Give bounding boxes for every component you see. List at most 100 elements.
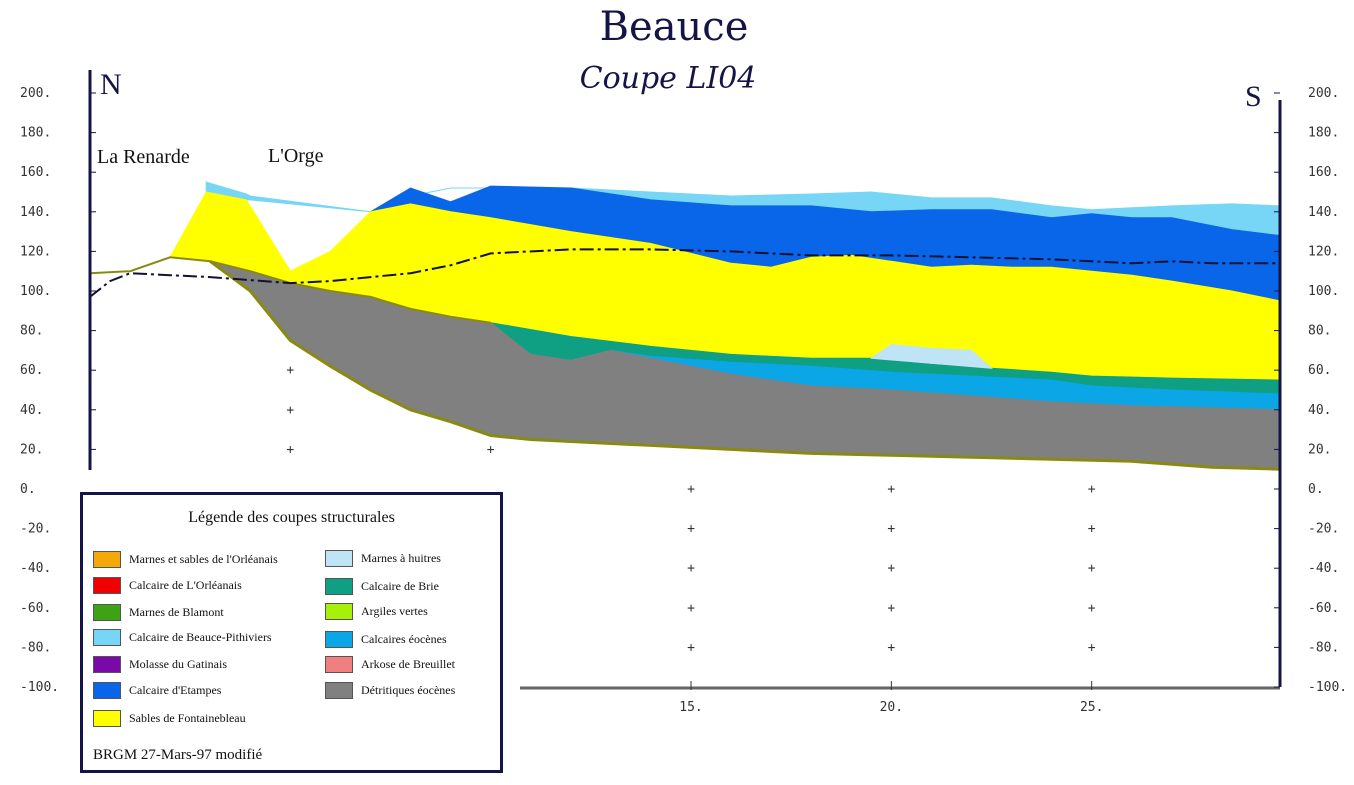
y-tick-label-right: 200. [1308, 86, 1339, 101]
legend-swatch [93, 576, 121, 594]
y-tick-label-right: -80. [1308, 640, 1339, 655]
legend-item: Molasse du Gatinais [93, 654, 227, 674]
grid-cross: + [286, 442, 294, 457]
legend-label: Calcaire de L'Orléanais [129, 577, 242, 592]
y-tick-label-left: 20. [20, 442, 43, 457]
grid-cross: + [487, 442, 495, 457]
legend: Légende des coupes structurales Marnes e… [80, 492, 503, 773]
y-tick-label-left: 120. [20, 244, 51, 259]
grid-cross: + [887, 640, 895, 655]
y-tick-label-right: 120. [1308, 244, 1339, 259]
legend-label: Argiles vertes [361, 603, 428, 618]
legend-label: Marnes à huitres [361, 550, 441, 565]
y-tick-label-right: 20. [1308, 442, 1331, 457]
legend-swatch [93, 628, 121, 646]
legend-label: Calcaires éocènes [361, 631, 447, 646]
grid-cross: + [687, 601, 695, 616]
grid-cross: + [687, 561, 695, 576]
y-tick-label-right: 100. [1308, 284, 1339, 299]
layer-marnes-a-huitres [869, 343, 993, 369]
y-tick-label-right: 180. [1308, 126, 1339, 141]
y-tick-label-right: -100. [1308, 680, 1347, 695]
x-tick-label: 15. [679, 700, 702, 715]
grid-cross: + [687, 482, 695, 497]
legend-swatch [325, 681, 353, 699]
geology-layers [129, 181, 1281, 470]
y-tick-label-left: 180. [20, 126, 51, 141]
grid-cross: + [1088, 601, 1096, 616]
grid-cross: + [887, 561, 895, 576]
legend-swatch [93, 681, 121, 699]
y-tick-label-left: -100. [20, 680, 59, 695]
legend-swatch [93, 550, 121, 568]
legend-item: Marnes de Blamont [93, 602, 224, 622]
north-label: N [100, 68, 122, 101]
y-tick-label-left: -20. [20, 522, 51, 537]
legend-label: Molasse du Gatinais [129, 656, 227, 671]
base-outline [209, 260, 1281, 471]
y-tick-label-left: -80. [20, 640, 51, 655]
legend-swatch [325, 602, 353, 620]
legend-label: Calcaire de Beauce-Pithiviers [129, 629, 272, 644]
y-tick-label-right: 0. [1308, 482, 1324, 497]
grid-cross: + [1088, 522, 1096, 537]
south-label: S [1245, 80, 1262, 113]
place-label-lorge: L'Orge [268, 145, 324, 167]
legend-swatch [325, 630, 353, 648]
legend-item: Sables de Fontainebleau [93, 708, 246, 728]
grid-cross: + [286, 403, 294, 418]
y-tick-label-right: -40. [1308, 561, 1339, 576]
y-tick-label-right: -20. [1308, 522, 1339, 537]
y-tick-label-left: 200. [20, 86, 51, 101]
y-tick-label-right: 40. [1308, 403, 1331, 418]
legend-label: Marnes et sables de l'Orléanais [129, 551, 278, 566]
legend-item: Calcaire de Beauce-Pithiviers [93, 627, 272, 647]
grid-cross: + [687, 640, 695, 655]
legend-label: Détritiques éocènes [361, 682, 456, 697]
y-tick-label-right: 140. [1308, 205, 1339, 220]
grid-cross: + [1088, 561, 1096, 576]
chart-subtitle: Coupe LI04 [580, 61, 757, 96]
grid-cross: + [887, 522, 895, 537]
axes [88, 70, 1282, 690]
legend-item: Détritiques éocènes [325, 680, 455, 700]
legend-item: Marnes à huitres [325, 548, 441, 568]
legend-label: Marnes de Blamont [129, 604, 224, 619]
legend-swatch [325, 577, 353, 595]
grid-crosses: + + + + + + + + + + + + + + + + + + + [286, 363, 1095, 655]
legend-item: Argiles vertes [325, 601, 428, 621]
y-tick-label-right: 60. [1308, 363, 1331, 378]
legend-label: Calcaire d'Etampes [129, 682, 222, 697]
legend-item: Marnes et sables de l'Orléanais [93, 549, 278, 569]
legend-item: Arkose de Breuillet [325, 654, 455, 674]
legend-label: Calcaire de Brie [361, 578, 439, 593]
legend-footer: BRGM 27-Mars-97 modifié [93, 747, 263, 763]
y-tick-label-left: 160. [20, 165, 51, 180]
y-tick-label-left: 60. [20, 363, 43, 378]
legend-item: Calcaire d'Etampes [93, 680, 221, 700]
x-tick-label: 25. [1080, 700, 1103, 715]
legend-swatch [93, 709, 121, 727]
legend-label: Sables de Fontainebleau [129, 710, 246, 725]
y-tick-label-left: 0. [20, 482, 36, 497]
grid-cross: + [1088, 482, 1096, 497]
legend-swatch [93, 603, 121, 621]
grid-cross: + [286, 363, 294, 378]
y-tick-label-left: 80. [20, 324, 43, 339]
grid-cross: + [1088, 640, 1096, 655]
overlay-lines [89, 248, 1281, 471]
legend-label: Arkose de Breuillet [361, 656, 455, 671]
ticks: 200. 200. 180. 180. 160. 160. 140. 140. 120. 120.… [20, 86, 1347, 715]
legend-swatch [93, 655, 121, 673]
y-tick-label-left: 140. [20, 205, 51, 220]
y-tick-label-right: -60. [1308, 601, 1339, 616]
y-tick-label-left: -60. [20, 601, 51, 616]
chart-title: Beauce [600, 4, 749, 50]
y-tick-label-left: 40. [20, 403, 43, 418]
legend-item: Calcaire de L'Orléanais [93, 575, 242, 595]
legend-item: Calcaires éocènes [325, 629, 447, 649]
y-tick-label-left: 100. [20, 284, 51, 299]
legend-title: Légende des coupes structurales [188, 509, 395, 526]
y-tick-label-right: 80. [1308, 324, 1331, 339]
